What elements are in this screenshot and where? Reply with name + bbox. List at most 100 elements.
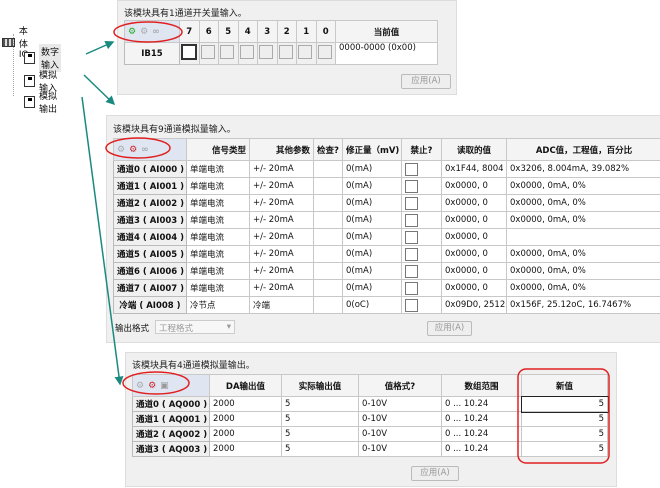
current-value: 0000-0000 (0x00) bbox=[335, 42, 438, 65]
analog-input-panel: 该模块具有9通道模拟量输入。 ⚙ ⚙ ∞ 信号类型 其他参数 检查? 修正量（mV)… bbox=[106, 115, 660, 343]
adc-value-cell: 0x0000, 0mA, 0% bbox=[506, 177, 660, 195]
correction-cell: 0(mA) bbox=[342, 194, 402, 212]
correction-cell: 0(mA) bbox=[342, 262, 402, 280]
row-header[interactable]: 通道6 ( AI006 ) bbox=[113, 262, 187, 280]
tree-item-analog-output[interactable]: 模拟输出 bbox=[24, 89, 57, 115]
new-value-input[interactable]: 5 bbox=[520, 395, 609, 413]
disable-cell bbox=[401, 245, 442, 263]
da-output-cell: 2000 bbox=[209, 426, 282, 442]
row-header[interactable]: 通道1 ( AI001 ) bbox=[113, 177, 187, 195]
panel-title: 该模块具有4通道模拟量输出。 bbox=[132, 361, 255, 371]
row-header[interactable]: 通道0 ( AI000 ) bbox=[113, 160, 187, 178]
io-rack-icon bbox=[2, 37, 15, 47]
link-icon[interactable]: ∞ bbox=[141, 144, 149, 155]
correction-cell: 0(mA) bbox=[342, 245, 402, 263]
disable-checkbox[interactable] bbox=[405, 162, 418, 176]
column-header: 检查? bbox=[313, 138, 343, 161]
apply-button[interactable]: 应用(A) bbox=[411, 466, 459, 481]
go-online-icon[interactable]: ⚙ bbox=[136, 380, 145, 391]
actual-output-cell: 5 bbox=[281, 396, 359, 412]
apply-button[interactable]: 应用(A) bbox=[427, 321, 472, 336]
apply-button[interactable]: 应用(A) bbox=[401, 74, 451, 89]
bit-checkbox[interactable] bbox=[317, 45, 332, 59]
go-online-icon[interactable]: ⚙ bbox=[128, 26, 137, 37]
arrow-annotation bbox=[85, 40, 115, 55]
disable-cell bbox=[401, 296, 442, 314]
format-cell: 0-10V bbox=[358, 426, 442, 442]
tree-root[interactable]: 本体IO bbox=[2, 24, 36, 60]
signal-type-cell: 单端电流 bbox=[186, 262, 250, 280]
bit-header: 5 bbox=[218, 20, 239, 43]
bit-checkbox[interactable] bbox=[200, 45, 215, 59]
row-header[interactable]: 通道3 ( AQ003 ) bbox=[132, 441, 210, 457]
bit-header: 6 bbox=[198, 20, 219, 43]
disable-checkbox[interactable] bbox=[405, 264, 418, 278]
signal-type-cell: 单端电流 bbox=[186, 228, 250, 246]
go-offline-icon[interactable]: ⚙ bbox=[148, 380, 157, 391]
link-icon[interactable]: ∞ bbox=[152, 26, 160, 37]
row-header[interactable]: 通道5 ( AI005 ) bbox=[113, 245, 187, 263]
module-icon bbox=[24, 96, 35, 108]
disable-checkbox[interactable] bbox=[405, 179, 418, 193]
adc-value-cell bbox=[506, 228, 660, 246]
check-cell bbox=[313, 177, 343, 195]
go-offline-icon[interactable]: ⚙ bbox=[129, 144, 138, 155]
tree-item-analog-input[interactable]: 模拟输入 bbox=[24, 68, 57, 94]
new-value-input[interactable]: 5 bbox=[521, 441, 608, 457]
row-header[interactable]: 通道3 ( AI003 ) bbox=[113, 211, 187, 229]
row-header[interactable]: 通道1 ( AQ001 ) bbox=[132, 411, 210, 427]
row-header[interactable]: 通道7 ( AI007 ) bbox=[113, 279, 187, 297]
save-icon[interactable]: ▣ bbox=[160, 380, 169, 391]
bit-header: 3 bbox=[257, 20, 278, 43]
analog-input-table: ⚙ ⚙ ∞ 信号类型 其他参数 检查? 修正量（mV) 禁止? 读取的值 ADC值，… bbox=[113, 138, 660, 314]
range-cell: 0 ... 10.24 bbox=[441, 411, 522, 427]
read-value-cell: 0x1F44, 8004 bbox=[441, 160, 507, 178]
row-header[interactable]: 通道0 ( AQ000 ) bbox=[132, 396, 210, 412]
row-header[interactable]: 通道2 ( AI002 ) bbox=[113, 194, 187, 212]
disable-checkbox[interactable] bbox=[405, 213, 418, 227]
go-offline-icon[interactable]: ⚙ bbox=[140, 26, 149, 37]
format-cell: 0-10V bbox=[358, 441, 442, 457]
table-row: 通道4 ( AI004 ) 单端电流 +/- 20mA 0(mA) 0x0000, 0 bbox=[113, 228, 660, 246]
column-header: 读取的值 bbox=[441, 138, 507, 161]
read-value-cell: 0x0000, 0 bbox=[441, 194, 507, 212]
new-value-input[interactable]: 5 bbox=[521, 426, 608, 442]
check-cell bbox=[313, 279, 343, 297]
bit-checkbox[interactable] bbox=[239, 45, 254, 59]
row-header[interactable]: 通道2 ( AQ002 ) bbox=[132, 426, 210, 442]
output-format-select[interactable]: 工程格式 ▾ bbox=[155, 320, 235, 334]
param-cell: +/- 20mA bbox=[249, 279, 314, 297]
disable-cell bbox=[401, 262, 442, 280]
bit-checkbox[interactable] bbox=[220, 45, 234, 59]
analog-output-table: ⚙ ⚙ ▣ DA输出值 实际输出值 值格式? 数组范围 新值 通道0 ( AQ000… bbox=[132, 374, 609, 457]
disable-checkbox[interactable] bbox=[405, 281, 418, 295]
column-header: 值格式? bbox=[358, 374, 442, 397]
bit-checkbox[interactable] bbox=[278, 45, 293, 59]
range-cell: 0 ... 10.24 bbox=[441, 426, 522, 442]
go-online-icon[interactable]: ⚙ bbox=[117, 144, 126, 155]
bit-checkbox[interactable] bbox=[181, 44, 197, 60]
output-format-value: 工程格式 bbox=[159, 324, 194, 334]
bit-checkbox[interactable] bbox=[259, 45, 273, 59]
toolbar-icons: ⚙ ⚙ ∞ bbox=[113, 138, 187, 161]
row-header[interactable]: 冷端 ( AI008 ) bbox=[113, 296, 187, 314]
digital-input-panel: 该模块具有1通道开关量输入。 ⚙ ⚙ ∞ 7 6 5 4 3 2 1 0 当前值 I… bbox=[117, 0, 457, 95]
disable-checkbox[interactable] bbox=[405, 247, 418, 261]
column-header: 其他参数 bbox=[249, 138, 314, 161]
read-value-cell: 0x0000, 0 bbox=[441, 245, 507, 263]
check-cell bbox=[313, 296, 343, 314]
tree-item-digital-input[interactable]: 数字输入 bbox=[24, 44, 62, 72]
disable-checkbox[interactable] bbox=[405, 196, 418, 210]
correction-cell: 0(mA) bbox=[342, 160, 402, 178]
check-cell bbox=[313, 228, 343, 246]
adc-value-cell: 0x0000, 0mA, 0% bbox=[506, 262, 660, 280]
row-header[interactable]: 通道4 ( AI004 ) bbox=[113, 228, 187, 246]
param-cell: 冷端 bbox=[249, 296, 314, 314]
adc-value-cell: 0x0000, 0mA, 0% bbox=[506, 211, 660, 229]
disable-checkbox[interactable] bbox=[405, 230, 418, 244]
bit-checkbox[interactable] bbox=[298, 45, 312, 59]
new-value-input[interactable]: 5 bbox=[521, 411, 608, 427]
correction-cell: 0(mA) bbox=[342, 228, 402, 246]
disable-checkbox[interactable] bbox=[405, 298, 418, 312]
read-value-cell: 0x09D0, 2512 bbox=[441, 296, 507, 314]
